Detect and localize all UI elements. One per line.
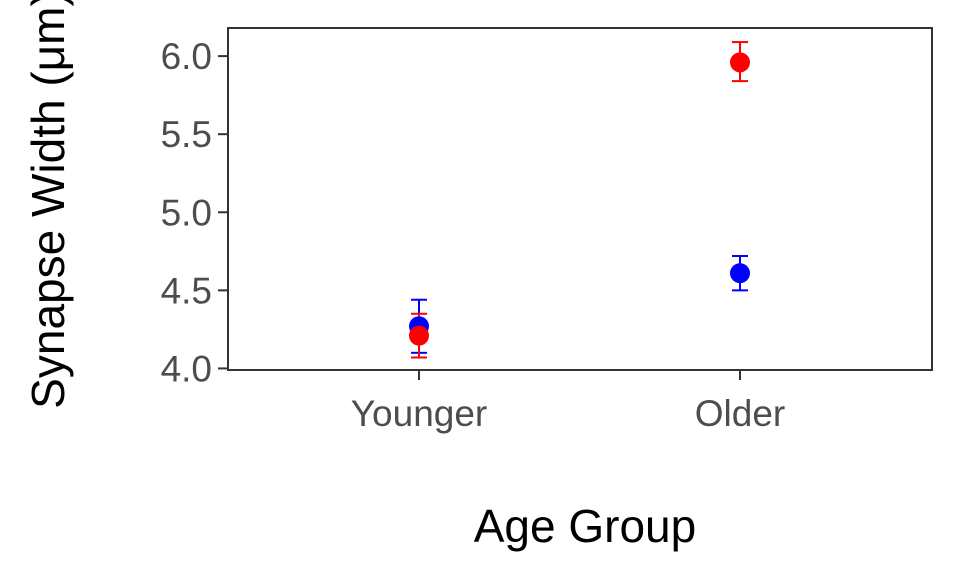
y-axis: 4.0 4.5 5.0 5.5 6.0 xyxy=(161,36,228,389)
x-tick-label: Older xyxy=(695,393,785,434)
data-point xyxy=(730,52,750,73)
y-tick-label: 4.5 xyxy=(161,270,212,311)
data-point xyxy=(409,325,429,346)
data-point xyxy=(730,263,750,284)
y-tick-label: 4.0 xyxy=(161,348,212,389)
x-axis: Younger Older xyxy=(351,370,785,434)
plot-panel-border xyxy=(227,27,933,371)
y-tick-label: 5.0 xyxy=(161,192,212,233)
x-tick-label: Younger xyxy=(351,393,488,434)
y-tick-label: 5.5 xyxy=(161,114,212,155)
plot-marks xyxy=(409,41,750,359)
y-axis-title: Synapse Width (μm) xyxy=(22,0,74,409)
x-axis-title: Age Group xyxy=(474,500,696,552)
y-tick-label: 6.0 xyxy=(161,36,212,77)
